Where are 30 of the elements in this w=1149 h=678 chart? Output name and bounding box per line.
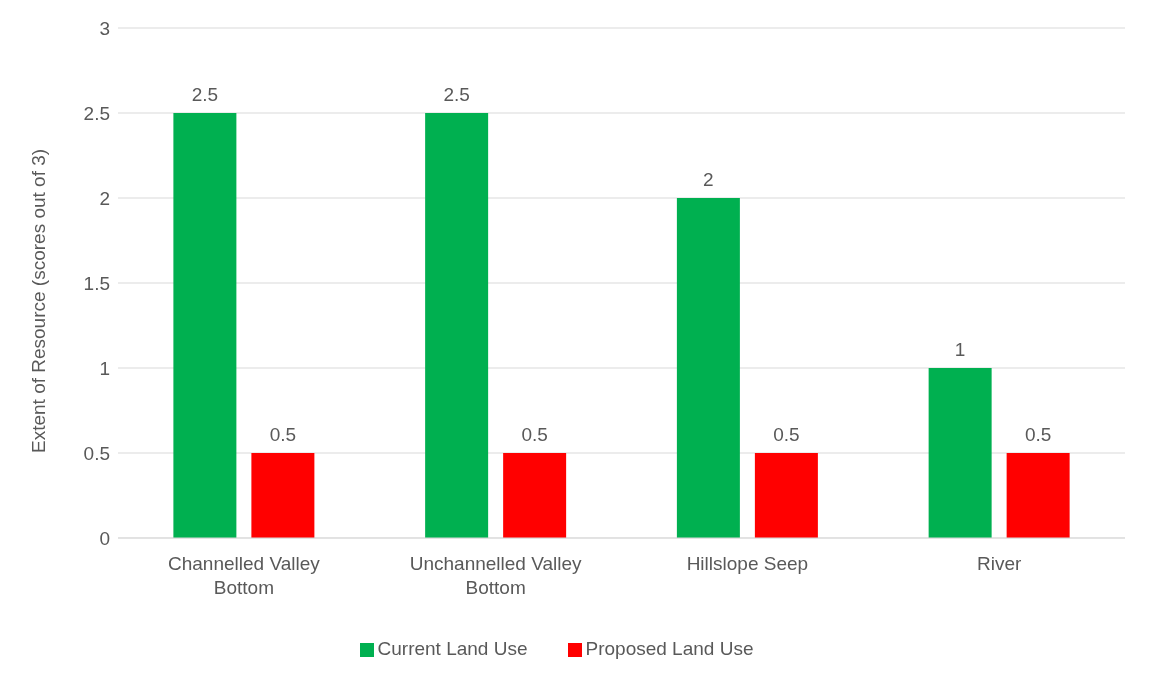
y-tick-label: 3 <box>99 17 110 39</box>
data-label: 0.5 <box>1024 424 1052 445</box>
y-axis-title: Extent of Resource (scores out of 3) <box>27 148 49 453</box>
y-tick-label: 1 <box>99 357 110 379</box>
bar <box>1006 453 1070 538</box>
y-tick-label: 1.5 <box>83 272 110 294</box>
data-label: 2.5 <box>443 84 470 105</box>
data-label: 2.5 <box>191 84 219 105</box>
bar <box>676 198 740 538</box>
x-tick-label: Channelled Valley Bottom <box>168 553 321 598</box>
x-tick-label: Hillslope Seep <box>686 553 809 574</box>
legend-label: Proposed Land Use <box>585 638 754 659</box>
y-tick-label: 2 <box>99 187 110 209</box>
legend-label: Current Land Use <box>377 638 528 659</box>
y-tick-label: 0.5 <box>83 442 110 464</box>
data-label: 0.5 <box>269 424 297 445</box>
data-label: 0.5 <box>521 424 548 445</box>
data-label: 0.5 <box>773 424 800 445</box>
y-tick-label: 2.5 <box>83 102 110 124</box>
bar <box>503 453 567 538</box>
bar <box>425 113 489 538</box>
data-label: 2 <box>703 169 714 190</box>
bar <box>754 453 818 538</box>
bar <box>928 368 992 538</box>
bar <box>251 453 315 538</box>
x-tick-label: Unchannelled Valley Bottom <box>409 553 583 598</box>
x-tick-label: River <box>976 553 1022 574</box>
bar <box>173 113 237 538</box>
data-label: 1 <box>954 339 966 360</box>
y-tick-label: 0 <box>99 527 110 549</box>
